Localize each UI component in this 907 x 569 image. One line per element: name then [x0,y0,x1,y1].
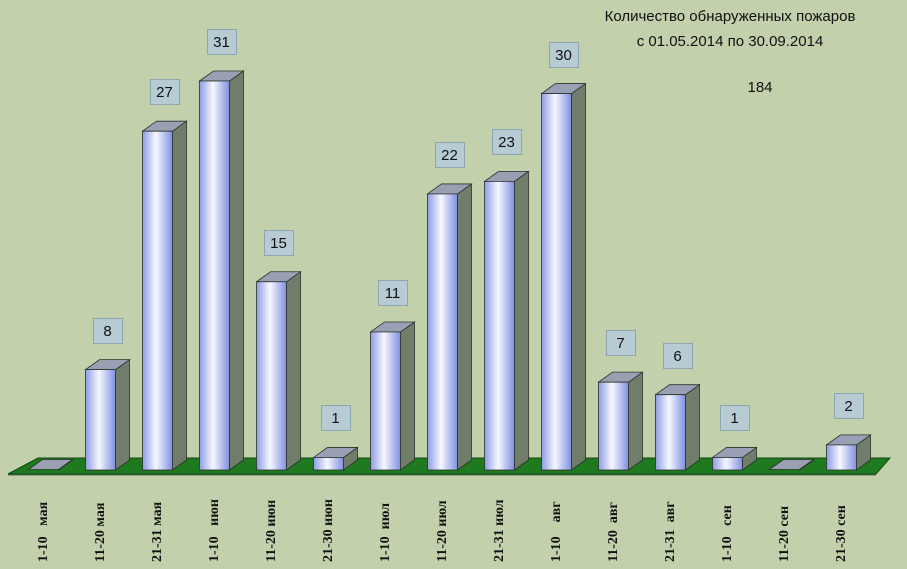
bar-front [712,457,743,471]
bar [540,82,587,471]
bar [654,383,701,471]
data-label: 23 [491,129,522,156]
data-label: 22 [434,141,465,168]
bar [312,446,359,471]
bar-front [256,281,287,471]
bar [84,358,131,471]
x-tick-label: 11-20 авг [605,502,621,562]
data-label: 1 [719,405,750,432]
bar-side [115,358,130,471]
bar-side [286,270,301,471]
data-label: 2 [833,392,864,419]
bar-side [628,371,643,471]
bar-side [571,82,586,471]
data-label: 6 [662,342,693,369]
bar-front [199,80,230,471]
bar-top [768,459,815,470]
bar-side [229,70,244,471]
bar [483,170,530,471]
total-count: 184 [747,79,773,96]
data-label: 1 [320,405,351,432]
bar [711,446,758,471]
data-label: 31 [206,29,237,55]
bar-front [313,457,344,471]
bar-side [172,120,187,471]
bar [255,270,302,471]
bar [426,183,473,471]
bar [768,458,815,471]
x-tick-label: 21-31 авг [662,501,678,562]
x-tick-label: 1-10 сен [719,505,735,562]
bar [369,321,416,471]
bar [27,458,74,471]
bar-front [598,381,629,471]
bar-side [457,183,472,471]
data-label: 11 [377,279,408,306]
x-tick-label: 1-10 авг [548,501,564,562]
chart-subtitle: с 01.05.2014 по 30.09.2014 [636,33,824,50]
bar-front [484,180,515,471]
bar-side [514,170,529,471]
x-tick-label: 21-31 июл [491,499,507,562]
data-label: 15 [263,229,294,256]
x-tick-label: 11-20 мая [92,502,108,562]
data-label: 27 [149,79,180,106]
x-tick-label: 21-30 июн [320,499,336,562]
bar-top [27,459,74,470]
x-tick-label: 1-10 мая [35,501,51,562]
bar-front [142,130,173,471]
bar [141,120,188,471]
bar-front [541,93,572,471]
x-tick-label: 11-20 июл [434,500,450,562]
x-tick-label: 11-20 июн [263,499,279,562]
chart-title: Количество обнаруженных пожаров [604,8,856,25]
x-tick-label: 21-30 сен [833,505,849,562]
bar-side [400,321,415,471]
bar [597,371,644,471]
x-tick-label: 1-10 июн [206,499,222,562]
bar-front [826,444,857,471]
bar-front [85,369,116,471]
bar-front [370,331,401,471]
bar [825,434,872,471]
x-tick-label: 11-20 сен [776,505,792,562]
x-tick-label: 1-10 июл [377,503,393,562]
bar-front [427,193,458,471]
bar-front [655,394,686,471]
data-label: 30 [548,41,579,68]
x-tick-label: 21-31 мая [149,501,165,562]
bar [198,70,245,471]
data-label: 7 [605,330,636,357]
data-label: 8 [92,317,123,344]
bar-side [685,383,700,471]
